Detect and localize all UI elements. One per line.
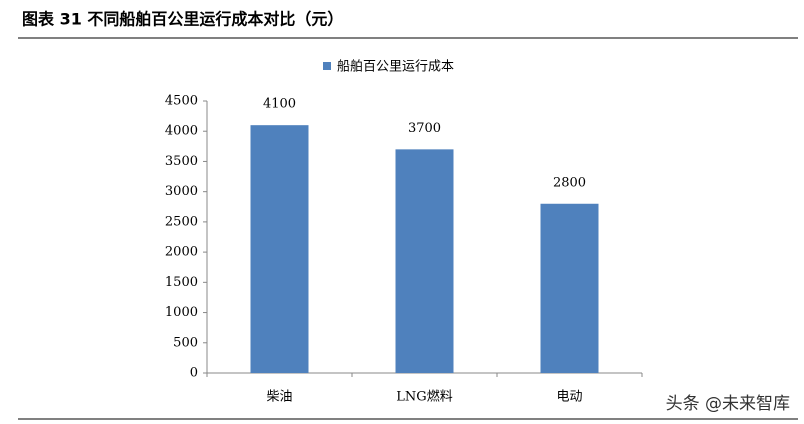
y-tick-label: 2000 — [165, 245, 198, 260]
y-tick-label: 1500 — [165, 275, 198, 290]
y-tick-label: 3500 — [165, 154, 198, 169]
legend-swatch — [323, 62, 331, 70]
y-tick-label: 0 — [190, 366, 198, 381]
y-tick-label: 500 — [173, 335, 198, 350]
y-tick-label: 1000 — [165, 305, 198, 320]
bar — [395, 149, 454, 373]
data-label: 2800 — [553, 175, 586, 190]
data-label: 4100 — [263, 97, 296, 112]
x-tick-label: LNG燃料 — [396, 389, 452, 405]
legend-label: 船舶百公里运行成本 — [337, 59, 454, 75]
y-tick-label: 4000 — [165, 124, 198, 139]
x-tick-label: 柴油 — [266, 390, 292, 405]
data-label: 3700 — [408, 121, 441, 136]
chart-title: 图表 31 不同船舶百公里运行成本对比（元） — [22, 10, 343, 29]
bar — [540, 203, 599, 373]
y-tick-label: 4500 — [165, 94, 198, 109]
y-tick-label: 3000 — [165, 184, 198, 199]
y-tick-label: 2500 — [165, 214, 198, 229]
bar — [250, 125, 309, 373]
x-tick-label: 电动 — [556, 390, 582, 405]
watermark: 头条 @未来智库 — [666, 394, 790, 414]
